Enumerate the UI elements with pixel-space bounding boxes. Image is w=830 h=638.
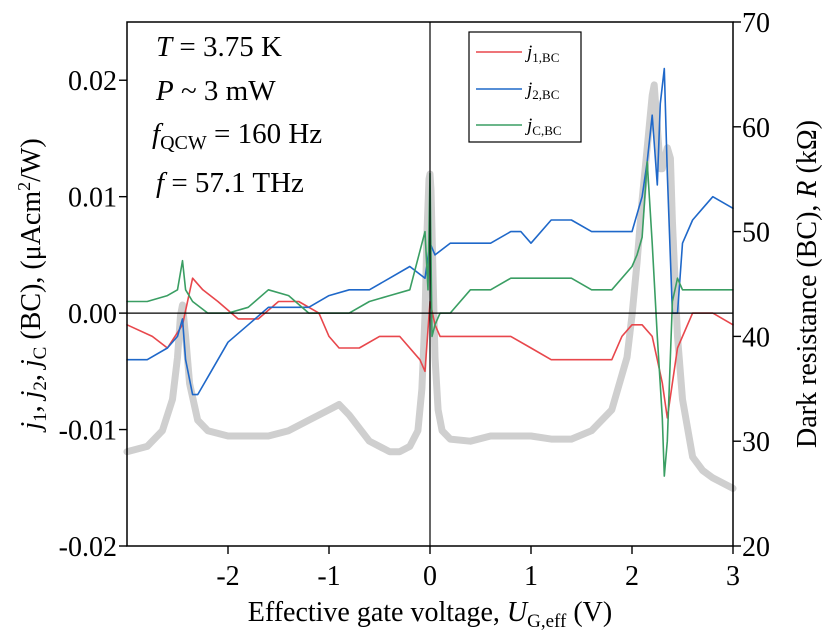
x-tick-label-0: -2	[216, 561, 239, 592]
series-line-3	[123, 81, 737, 492]
legend-label-j1: j1,BC	[524, 42, 559, 65]
x-axis-title: Effective gate voltage, UG,eff (V)	[248, 597, 612, 632]
legend-label-j2: j2,BC	[524, 79, 559, 102]
x-tick-label-3: 1	[524, 561, 538, 592]
y-right-tick-label-5: 70	[742, 8, 770, 39]
reference-lines	[127, 22, 733, 546]
y-right-tick-label-0: 20	[742, 532, 770, 563]
annotation-block: T = 3.75 K P ~ 3 mW fQCW = 160 Hz f = 57…	[152, 31, 322, 199]
tick-layer: -2 -1 0 1 2 3 -0.02 -0.01 0.00 0.01 0.02 20 30 40 50 60…	[59, 8, 770, 592]
y-axis-right-title: Dark resistance (BC), R (kΩ)	[792, 120, 823, 448]
x-tick-label-4: 2	[625, 561, 639, 592]
x-tick-label-5: 3	[726, 561, 740, 592]
y-right-tick-label-1: 30	[742, 427, 770, 458]
y-axis-left-title: j1, j2, jC (BC), (μAcm2/W)	[14, 138, 51, 432]
annotation-temperature: T = 3.75 K	[156, 31, 282, 63]
y-left-tick-label-0: -0.02	[59, 532, 117, 563]
series-line-1	[126, 67, 734, 396]
y-left-tick-label-4: 0.02	[68, 66, 117, 97]
y-left-tick-label-3: 0.01	[68, 183, 117, 214]
legend-label-jC: jC,BC	[524, 115, 562, 138]
y-right-tick-label-2: 40	[742, 322, 770, 353]
annotation-qcw-frequency: fQCW = 160 Hz	[152, 118, 322, 154]
y-left-tick-label-2: 0.00	[68, 299, 117, 330]
y-right-tick-label-4: 60	[742, 113, 770, 144]
y-right-tick-label-3: 50	[742, 218, 770, 249]
y-left-tick-label-1: -0.01	[59, 416, 117, 447]
annotation-power: P ~ 3 mW	[155, 75, 276, 107]
x-tick-label-1: -1	[317, 561, 340, 592]
legend-box	[468, 31, 582, 143]
series-line-0	[126, 277, 734, 419]
x-tick-label-2: 0	[423, 561, 437, 592]
legend: j1,BC j2,BC jC,BC	[468, 31, 582, 143]
annotation-frequency: f = 57.1 THz	[156, 167, 304, 199]
